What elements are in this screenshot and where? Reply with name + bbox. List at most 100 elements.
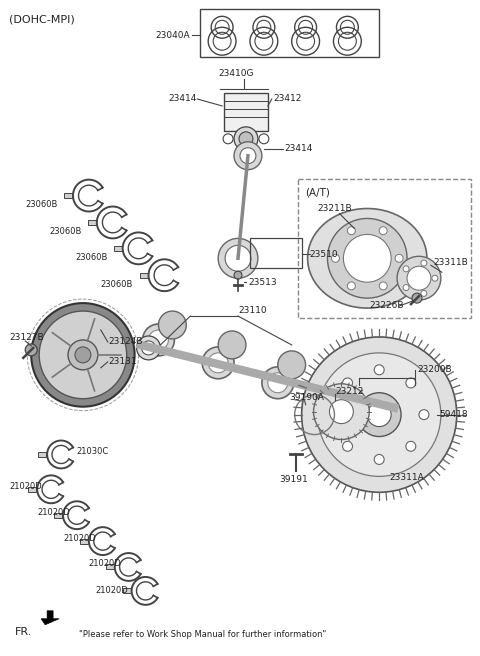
- Circle shape: [348, 227, 355, 235]
- Text: 23414: 23414: [168, 94, 196, 104]
- Circle shape: [75, 347, 91, 363]
- Text: "Please refer to Work Shop Manual for further information": "Please refer to Work Shop Manual for fu…: [79, 630, 326, 639]
- Circle shape: [403, 285, 409, 291]
- Text: 21020D: 21020D: [89, 560, 121, 569]
- Circle shape: [218, 331, 246, 359]
- Circle shape: [234, 127, 258, 151]
- Text: 23412: 23412: [274, 94, 302, 104]
- Text: 23060B: 23060B: [25, 200, 58, 209]
- Text: 23211B: 23211B: [318, 204, 352, 213]
- Circle shape: [379, 227, 387, 235]
- Text: 21030C: 21030C: [76, 447, 108, 456]
- Text: 23060B: 23060B: [49, 227, 82, 236]
- Circle shape: [343, 441, 352, 451]
- Text: 23060B: 23060B: [101, 279, 133, 289]
- Circle shape: [421, 260, 427, 266]
- Circle shape: [322, 384, 353, 416]
- Circle shape: [218, 238, 258, 278]
- Text: 23414: 23414: [285, 144, 313, 154]
- Circle shape: [407, 266, 431, 290]
- Circle shape: [313, 384, 369, 440]
- Text: 23040A: 23040A: [156, 31, 190, 40]
- Bar: [140, 273, 147, 277]
- Circle shape: [239, 132, 253, 146]
- Circle shape: [234, 271, 242, 279]
- Text: 23200B: 23200B: [417, 365, 452, 375]
- Circle shape: [142, 341, 156, 355]
- Text: 21020D: 21020D: [9, 482, 42, 491]
- Circle shape: [234, 142, 262, 170]
- Circle shape: [240, 148, 256, 164]
- Text: 23110: 23110: [238, 306, 266, 315]
- Text: 23226B: 23226B: [369, 300, 404, 310]
- Circle shape: [357, 393, 401, 436]
- Circle shape: [432, 276, 438, 281]
- Text: 23212: 23212: [336, 387, 364, 396]
- Circle shape: [406, 441, 416, 451]
- Text: 23131: 23131: [109, 358, 137, 366]
- Circle shape: [329, 400, 353, 424]
- Bar: [38, 452, 46, 457]
- Circle shape: [68, 340, 98, 370]
- Text: 21020D: 21020D: [63, 533, 96, 543]
- Bar: [200, 9, 379, 57]
- Circle shape: [208, 353, 228, 373]
- Text: 23410G: 23410G: [218, 69, 253, 77]
- Circle shape: [148, 330, 168, 350]
- Bar: [54, 513, 62, 518]
- Circle shape: [332, 255, 339, 262]
- Text: 23124B: 23124B: [109, 337, 143, 346]
- Bar: [88, 220, 96, 225]
- Circle shape: [25, 344, 37, 356]
- Bar: [224, 93, 268, 131]
- Circle shape: [278, 351, 306, 379]
- Text: 23311B: 23311B: [433, 258, 468, 267]
- Circle shape: [343, 378, 352, 388]
- Text: 23127B: 23127B: [9, 333, 44, 342]
- Circle shape: [421, 291, 427, 297]
- Text: 23311A: 23311A: [389, 473, 424, 482]
- Circle shape: [419, 409, 429, 420]
- Circle shape: [406, 378, 416, 388]
- Circle shape: [31, 303, 134, 407]
- Circle shape: [268, 373, 288, 393]
- Bar: [114, 246, 122, 251]
- Circle shape: [262, 367, 294, 399]
- Bar: [106, 565, 114, 569]
- Bar: [298, 178, 471, 318]
- Circle shape: [374, 365, 384, 375]
- Text: 23060B: 23060B: [75, 253, 108, 262]
- Circle shape: [343, 234, 391, 282]
- Text: (DOHC-MPI): (DOHC-MPI): [9, 14, 75, 24]
- Text: 23513: 23513: [248, 277, 276, 287]
- Circle shape: [327, 218, 407, 298]
- Circle shape: [329, 409, 339, 420]
- Polygon shape: [41, 611, 59, 625]
- Circle shape: [348, 282, 355, 290]
- Circle shape: [412, 293, 422, 303]
- Text: (A/T): (A/T): [306, 188, 331, 197]
- Circle shape: [327, 390, 348, 409]
- Text: 39191: 39191: [280, 475, 309, 484]
- Circle shape: [143, 324, 174, 356]
- Circle shape: [202, 347, 234, 379]
- Circle shape: [374, 455, 384, 464]
- Text: 59418: 59418: [439, 410, 468, 419]
- Circle shape: [403, 266, 409, 272]
- Circle shape: [379, 282, 387, 290]
- Circle shape: [367, 403, 391, 426]
- Text: FR.: FR.: [15, 626, 33, 637]
- Text: 23510: 23510: [310, 250, 338, 259]
- Circle shape: [225, 245, 251, 271]
- Circle shape: [39, 311, 127, 399]
- Circle shape: [395, 255, 403, 262]
- Circle shape: [318, 353, 441, 476]
- Bar: [28, 487, 36, 492]
- Circle shape: [397, 256, 441, 300]
- Bar: [64, 193, 72, 198]
- Bar: [123, 588, 131, 594]
- Text: 39190A: 39190A: [290, 393, 324, 402]
- Circle shape: [158, 311, 186, 339]
- Bar: [250, 238, 301, 268]
- Circle shape: [337, 368, 365, 396]
